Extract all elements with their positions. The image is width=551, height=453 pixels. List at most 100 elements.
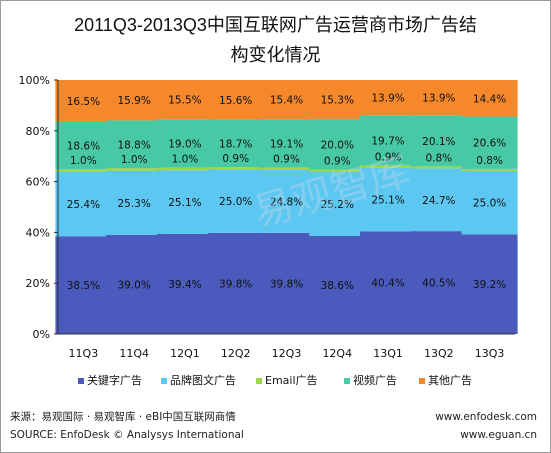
bar-value-label: 24.7% xyxy=(422,195,455,207)
bar-value-label: 0.9% xyxy=(324,156,351,168)
bar-segment xyxy=(360,115,417,166)
bar-value-label: 40.4% xyxy=(371,278,404,290)
legend-label: 品牌图文广告 xyxy=(170,373,236,387)
bar-segment xyxy=(258,167,315,170)
bar-segment xyxy=(309,171,366,236)
y-tick-label: 60% xyxy=(26,176,50,189)
legend-label: 关键字广告 xyxy=(87,373,142,387)
bar-segment xyxy=(106,80,163,121)
legend-label: 其他广告 xyxy=(428,374,472,387)
bar-segment xyxy=(55,80,112,122)
y-tick-label: 40% xyxy=(26,226,50,239)
bar-segment xyxy=(309,169,366,172)
legend-swatch xyxy=(78,378,84,384)
legend-swatch xyxy=(161,378,167,384)
bar-segment xyxy=(207,80,264,120)
bar-value-label: 18.7% xyxy=(219,138,252,150)
x-tick-label: 12Q3 xyxy=(272,347,302,360)
y-tick-label: 80% xyxy=(26,125,50,138)
bar-segment xyxy=(258,80,315,120)
bar-value-label: 15.6% xyxy=(219,95,252,107)
bar-segment xyxy=(410,231,467,334)
bar-segment xyxy=(156,233,213,334)
bar-value-label: 15.4% xyxy=(270,95,303,107)
bar-value-label: 39.4% xyxy=(168,279,201,291)
bar-value-label: 39.0% xyxy=(117,279,150,291)
bars-group xyxy=(55,80,518,334)
x-tick-label: 12Q4 xyxy=(322,347,352,360)
bar-value-label: 15.9% xyxy=(117,95,150,107)
bar-value-label: 25.4% xyxy=(67,199,100,211)
bar-segment xyxy=(461,80,518,117)
bar-value-label: 14.4% xyxy=(473,93,506,105)
bar-value-label: 15.3% xyxy=(321,94,354,106)
bar-segment xyxy=(156,80,213,120)
source-cn: 来源：易观国际 · 易观智库 · eBI中国互联网商情 xyxy=(10,411,236,423)
bar-value-label: 25.2% xyxy=(321,199,354,211)
chart-title: 2011Q3-2013Q3中国互联网广告运营商市场广告结 构变化情况 xyxy=(0,10,551,70)
x-tick-label: 11Q4 xyxy=(119,347,149,360)
bar-segment xyxy=(258,169,315,233)
url-eguan: www.eguan.cn xyxy=(460,429,537,441)
bar-value-label: 25.0% xyxy=(473,198,506,210)
y-tick-label: 100% xyxy=(19,74,50,87)
bar-value-label: 18.8% xyxy=(117,139,150,151)
bar-value-label: 15.5% xyxy=(168,95,201,107)
x-tick-label: 13Q2 xyxy=(424,347,454,360)
bar-value-label: 38.6% xyxy=(321,280,354,292)
legend-swatch xyxy=(419,378,425,384)
bar-labels-group: 38.5% 25.4% 1.0% 18.6% 16.5% 39.0% 25.3% 1.0% 18… xyxy=(67,93,507,292)
bar-segment xyxy=(55,236,112,334)
x-tick-label: 12Q1 xyxy=(170,347,200,360)
legend-label: 视频广告 xyxy=(353,373,397,387)
bar-value-label: 0.9% xyxy=(222,153,249,165)
bar-segment xyxy=(410,166,467,169)
bar-segment xyxy=(207,119,264,168)
bar-value-label: 24.8% xyxy=(270,196,303,208)
bar-value-label: 25.0% xyxy=(219,196,252,208)
bar-segment xyxy=(360,231,417,334)
bar-segment xyxy=(207,167,264,170)
bar-value-label: 18.6% xyxy=(67,141,100,153)
bar-segment xyxy=(258,119,315,168)
bar-segment xyxy=(360,80,417,116)
bar-value-label: 39.2% xyxy=(473,279,506,291)
x-tick-label: 12Q2 xyxy=(221,347,251,360)
axes-group: 0% 20% 40% 60% 80% 100% 11Q3 11Q4 12Q1 12Q2 12Q3 12… xyxy=(19,74,515,360)
bar-segment xyxy=(309,235,366,334)
bar-segment xyxy=(410,80,467,116)
y-tick-label: 0% xyxy=(33,328,50,341)
bar-value-label: 1.0% xyxy=(121,154,148,166)
chart-title-line-1: 2011Q3-2013Q3中国互联网广告运营商市场广告结 xyxy=(74,15,477,35)
chart-title-line-2: 构变化情况 xyxy=(230,45,321,65)
bar-value-label: 25.1% xyxy=(168,197,201,209)
bar-segment xyxy=(106,168,163,171)
bar-value-label: 40.5% xyxy=(422,278,455,290)
x-tick-label: 13Q3 xyxy=(475,347,505,360)
bar-segment xyxy=(156,170,213,234)
legend-swatch xyxy=(256,378,262,384)
bar-segment xyxy=(360,167,417,232)
bar-segment xyxy=(156,167,213,171)
bar-value-label: 19.7% xyxy=(371,135,404,147)
bar-value-label: 39.8% xyxy=(270,278,303,290)
bar-segment xyxy=(461,170,518,235)
bar-segment xyxy=(461,234,518,334)
bar-value-label: 39.8% xyxy=(219,278,252,290)
bar-segment xyxy=(309,80,366,119)
bar-value-label: 0.9% xyxy=(273,154,300,166)
bar-segment xyxy=(258,232,315,334)
bar-segment xyxy=(55,121,112,170)
x-tick-label: 11Q3 xyxy=(69,347,99,360)
x-tick-label: 13Q1 xyxy=(373,347,403,360)
bar-segment xyxy=(106,234,163,334)
bar-segment xyxy=(207,169,264,233)
bar-segment xyxy=(360,165,417,168)
bar-value-label: 0.8% xyxy=(476,155,503,167)
bar-value-label: 20.0% xyxy=(321,139,354,151)
bar-segment xyxy=(156,119,213,168)
bar-value-label: 16.5% xyxy=(67,96,100,108)
legend-label: Email广告 xyxy=(265,374,318,387)
bar-segment xyxy=(309,118,366,170)
